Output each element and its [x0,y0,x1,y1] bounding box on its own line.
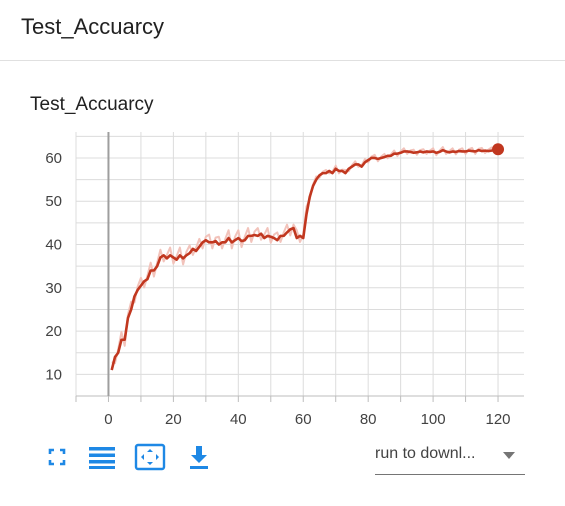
chevron-down-icon [503,452,515,459]
data-table-icon [89,447,115,469]
last-point-marker [492,143,505,156]
download-button[interactable] [182,440,216,474]
x-tick-label: 20 [165,411,182,428]
chart-series [110,143,505,371]
y-tick-label: 20 [45,323,62,340]
chart-axes [75,132,524,402]
y-tick-label: 10 [45,366,62,383]
card-title: Test_Accuarcy [21,14,165,39]
y-tick-labels: 10 20 30 40 50 60 [45,150,62,383]
x-tick-label: 120 [486,411,511,428]
x-tick-label: 0 [104,411,112,428]
fullscreen-button[interactable] [40,440,74,474]
y-tick-label: 50 [45,193,62,210]
x-tick-label: 80 [360,411,377,428]
x-tick-label: 40 [230,411,247,428]
x-tick-label: 60 [295,411,312,428]
y-tick-label: 40 [45,237,62,254]
line-chart[interactable]: 10 20 30 40 50 60 0 20 40 60 80 100 120 [0,120,565,430]
x-tick-labels: 0 20 40 60 80 100 120 [104,411,510,428]
fullscreen-icon [48,448,66,466]
download-icon [190,446,208,469]
y-tick-label: 60 [45,150,62,167]
run-download-select[interactable]: run to downl... [375,440,525,475]
fit-domain-button[interactable] [133,440,167,474]
chart-grid [75,132,524,397]
fit-domain-icon [134,443,166,471]
run-select-value: run to downl... [375,445,476,462]
chart-title: Test_Accuarcy [30,94,154,115]
x-tick-label: 100 [421,411,446,428]
series-line [110,148,499,371]
data-table-button[interactable] [85,440,119,474]
card-header: Test_Accuarcy [0,0,565,61]
y-tick-label: 30 [45,280,62,297]
